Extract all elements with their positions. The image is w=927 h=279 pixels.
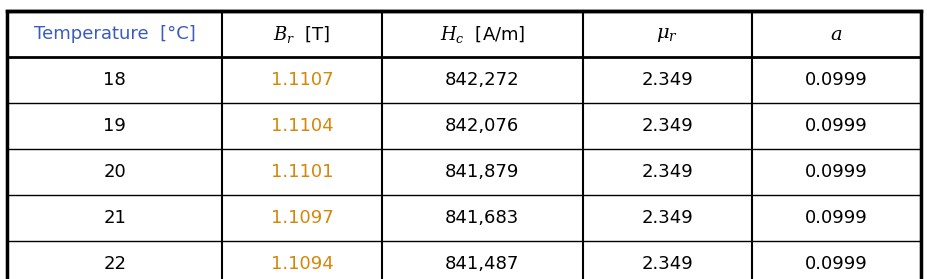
Text: 0.0999: 0.0999 (804, 71, 867, 89)
Text: $\mathit{\mu_r}$: $\mathit{\mu_r}$ (655, 25, 678, 44)
Text: 19: 19 (103, 117, 126, 135)
Text: 1.1104: 1.1104 (271, 117, 333, 135)
Text: 22: 22 (103, 255, 126, 273)
Text: 2.349: 2.349 (641, 117, 692, 135)
Text: 1.1107: 1.1107 (271, 71, 333, 89)
Text: 2.349: 2.349 (641, 255, 692, 273)
Text: 0.0999: 0.0999 (804, 209, 867, 227)
Text: 1.1101: 1.1101 (271, 163, 333, 181)
Text: $\mathit{H_c}$  [A/m]: $\mathit{H_c}$ [A/m] (439, 24, 525, 45)
Text: 842,076: 842,076 (445, 117, 519, 135)
Text: $\mathit{a}$: $\mathit{a}$ (829, 25, 842, 44)
Text: 2.349: 2.349 (641, 209, 692, 227)
Text: 842,272: 842,272 (444, 71, 519, 89)
Text: 841,683: 841,683 (445, 209, 519, 227)
Text: 2.349: 2.349 (641, 163, 692, 181)
Text: 1.1097: 1.1097 (271, 209, 333, 227)
Text: 20: 20 (103, 163, 126, 181)
Text: 841,487: 841,487 (445, 255, 519, 273)
Text: 0.0999: 0.0999 (804, 117, 867, 135)
Text: 2.349: 2.349 (641, 71, 692, 89)
Text: 0.0999: 0.0999 (804, 163, 867, 181)
Text: 841,879: 841,879 (445, 163, 519, 181)
Text: Temperature  [°C]: Temperature [°C] (33, 25, 196, 43)
Text: 0.0999: 0.0999 (804, 255, 867, 273)
Text: $\mathit{B_r}$  [T]: $\mathit{B_r}$ [T] (273, 24, 330, 45)
Text: 21: 21 (103, 209, 126, 227)
Text: 1.1094: 1.1094 (271, 255, 333, 273)
Text: 18: 18 (103, 71, 126, 89)
